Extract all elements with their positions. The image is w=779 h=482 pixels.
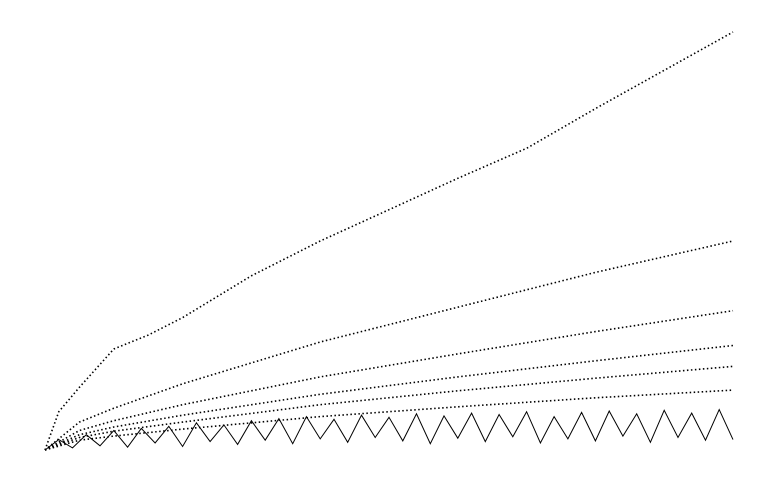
ray-series bbox=[44, 31, 734, 451]
ray-series bbox=[44, 344, 734, 451]
ray-series bbox=[44, 389, 734, 451]
ray-series bbox=[44, 365, 734, 451]
ray-series bbox=[44, 309, 734, 451]
noise-series bbox=[44, 408, 734, 451]
ray-series bbox=[44, 240, 734, 451]
